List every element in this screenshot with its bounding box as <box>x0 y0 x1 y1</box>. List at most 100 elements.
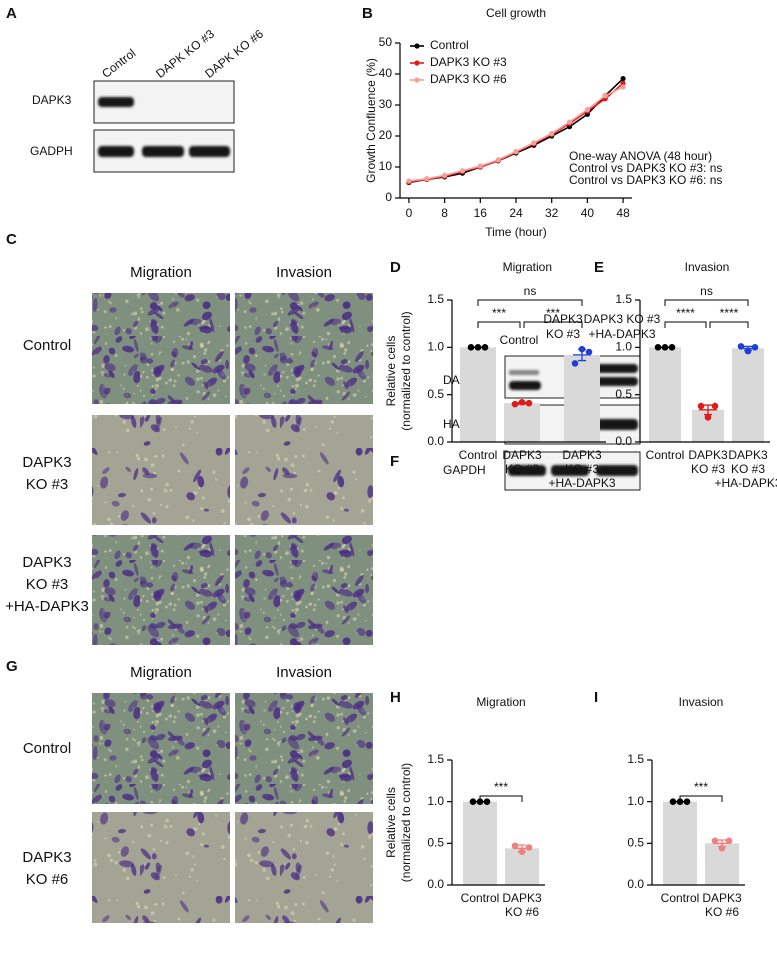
bar <box>649 347 681 442</box>
data-point <box>571 360 579 367</box>
x-tick-label: KO #3 <box>731 462 765 476</box>
chart-title: Invasion <box>679 695 724 709</box>
error-bar <box>699 404 717 416</box>
significance-bracket <box>523 321 583 328</box>
error-bar <box>513 844 531 853</box>
bar <box>463 801 497 885</box>
y-tick-label: 1.0 <box>615 340 632 354</box>
data-point <box>424 176 430 182</box>
micrograph <box>92 415 230 525</box>
panel-letter: I <box>594 689 598 706</box>
y-axis-label: Growth Confluence (%) <box>364 58 378 183</box>
y-tick-label: 0.5 <box>427 387 444 401</box>
x-tick-label: Control <box>459 448 498 462</box>
y-tick-label: 20 <box>379 128 393 142</box>
x-tick-label: DAPK3 <box>502 448 542 462</box>
y-tick-label: 1.5 <box>627 752 644 766</box>
blot-band <box>594 364 638 373</box>
row-label: DAPK3 <box>22 554 71 571</box>
panel-letter: A <box>6 5 17 22</box>
data-point <box>744 347 752 355</box>
data-point <box>602 93 608 99</box>
data-point <box>511 842 519 850</box>
blot-band <box>596 419 638 430</box>
error-bar <box>573 348 591 362</box>
data-point <box>459 168 466 174</box>
row-label: HA <box>443 417 460 431</box>
significance-bracket <box>664 321 707 328</box>
data-point <box>511 400 519 408</box>
y-tick-label: 0.0 <box>427 434 444 448</box>
y-tick-label: 0.5 <box>615 387 632 401</box>
x-tick-label: KO #6 <box>505 905 539 919</box>
row-label: KO #6 <box>26 871 69 888</box>
x-axis-label: Time (hour) <box>485 225 547 239</box>
data-point <box>585 348 593 356</box>
y-tick-label: 1.0 <box>627 794 644 808</box>
significance-label: *** <box>694 780 708 794</box>
x-tick-label: DAPK3 <box>502 891 542 905</box>
x-tick-label: 16 <box>474 206 488 220</box>
chart-title: Migration <box>476 695 525 709</box>
significance-label: *** <box>494 780 508 794</box>
x-tick-label: +HA-DAPK3 <box>714 476 777 490</box>
significance-bracket <box>709 321 749 328</box>
row-label: KO #3 <box>26 576 69 593</box>
panel-letter: E <box>594 259 604 276</box>
legend-label: Control <box>430 38 469 52</box>
micrograph <box>92 812 230 923</box>
y-tick-label: 1.5 <box>615 292 632 306</box>
panel-letter: F <box>390 453 399 470</box>
x-tick-label: DAPK3 <box>562 448 602 462</box>
x-tick-label: 24 <box>509 206 523 220</box>
x-tick-label: 40 <box>581 206 595 220</box>
blot-band <box>509 381 541 390</box>
x-tick-label: 0 <box>406 206 413 220</box>
data-point <box>620 76 626 82</box>
data-point <box>549 130 555 137</box>
blot-band <box>596 465 638 476</box>
y-tick-label: 0.5 <box>627 836 644 850</box>
blot-band <box>551 465 589 476</box>
x-tick-label: 32 <box>545 206 559 220</box>
blot-band <box>509 370 539 375</box>
micrograph <box>235 812 373 923</box>
x-tick-label: 48 <box>616 206 630 220</box>
bar <box>732 348 764 442</box>
data-point <box>406 178 412 184</box>
x-tick-label: KO #3 <box>691 462 725 476</box>
x-tick-label: Control <box>461 891 500 905</box>
y-tick-label: 10 <box>379 159 393 173</box>
row-label: DAPK3 <box>22 454 71 471</box>
x-tick-label: DAPK3 <box>728 448 768 462</box>
column-header: Migration <box>130 664 192 681</box>
data-point <box>620 80 626 86</box>
y-tick-label: 0.0 <box>627 877 644 891</box>
annotation: Control vs DAPK3 KO #3: ns <box>569 161 722 175</box>
legend-label: DAPK3 KO #6 <box>430 72 507 86</box>
x-tick-label: DAPK3 <box>702 891 742 905</box>
legend-swatch <box>414 43 420 49</box>
column-header: Invasion <box>276 264 332 281</box>
lane-label: KO #3 <box>546 327 580 341</box>
lane-label: +HA-DAPK3 <box>588 327 655 341</box>
y-axis-label: (normalized to control) <box>399 763 413 882</box>
annotation: One-way ANOVA (48 hour) <box>569 149 712 163</box>
x-tick-label: 8 <box>441 206 448 220</box>
y-axis-label: (normalized to control) <box>399 311 413 430</box>
legend-swatch <box>414 77 420 83</box>
blot-band <box>508 465 546 476</box>
significance-bracket <box>479 795 523 802</box>
data-point <box>531 140 537 146</box>
data-point <box>584 107 590 113</box>
x-tick-label: DAPK3 <box>688 448 728 462</box>
x-tick-label: KO #3 <box>565 462 599 476</box>
significance-bracket <box>477 321 521 328</box>
significance-bracket <box>477 299 583 306</box>
error-bar <box>513 401 531 405</box>
data-point <box>525 844 533 851</box>
panel-letter: B <box>362 5 373 22</box>
y-tick-label: 50 <box>379 35 393 49</box>
data-point <box>513 148 519 155</box>
chart-title: Invasion <box>685 260 730 274</box>
